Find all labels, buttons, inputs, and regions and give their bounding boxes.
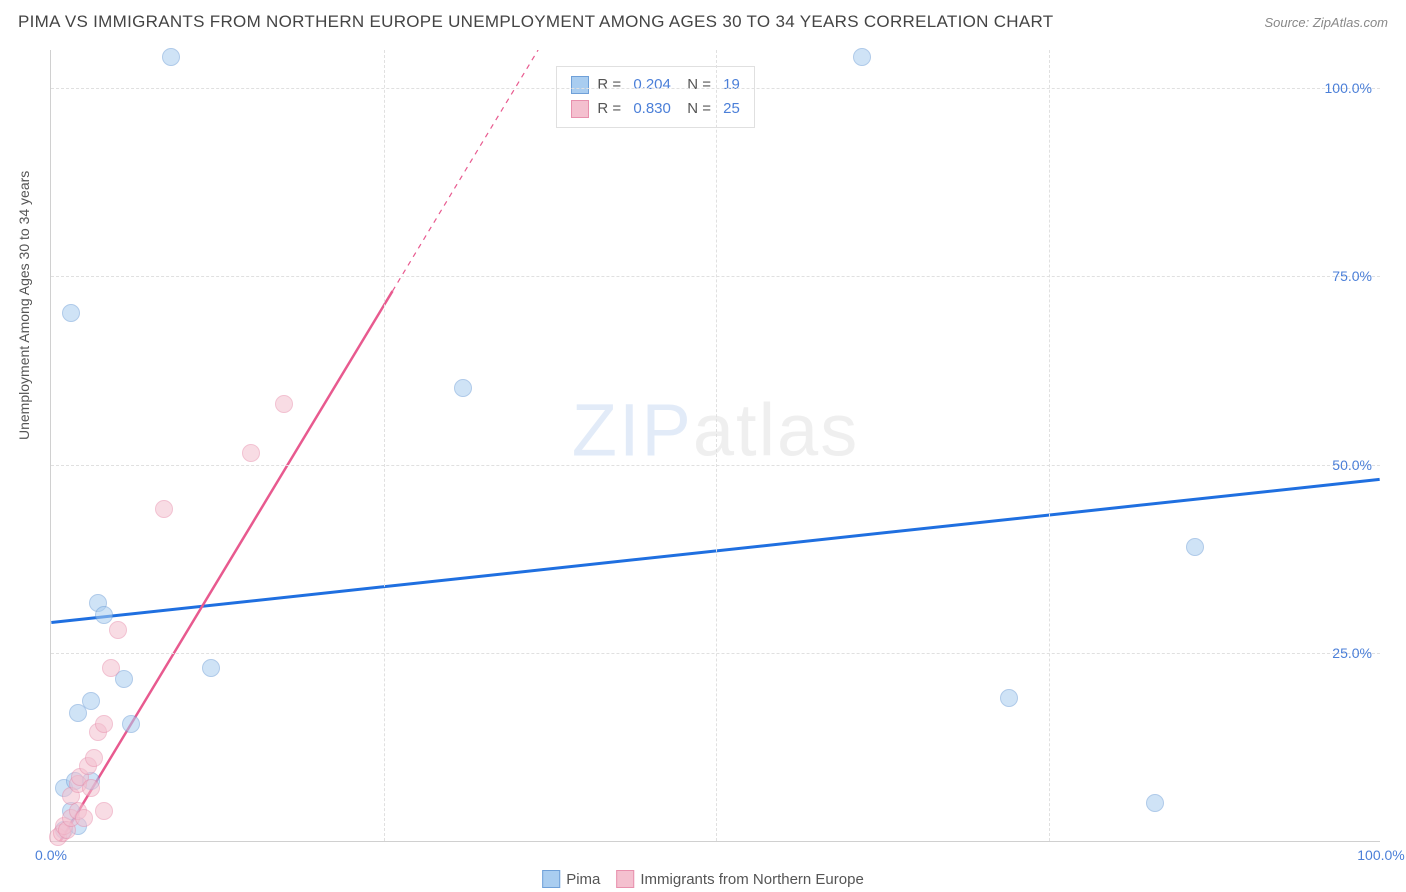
legend-series-label: Pima xyxy=(566,871,600,888)
y-tick-label: 50.0% xyxy=(1332,457,1372,473)
y-tick-label: 25.0% xyxy=(1332,645,1372,661)
legend-swatch xyxy=(571,100,589,118)
gridline-vertical xyxy=(384,50,385,841)
data-point xyxy=(853,48,871,66)
y-tick-label: 100.0% xyxy=(1325,80,1372,96)
legend-series-item: Pima xyxy=(542,870,600,888)
legend-n-label: N = xyxy=(679,73,715,97)
legend-r-value: 0.204 xyxy=(633,73,671,97)
data-point xyxy=(102,659,120,677)
legend-r-value: 0.830 xyxy=(633,97,671,121)
data-point xyxy=(122,715,140,733)
data-point xyxy=(85,749,103,767)
legend-n-value: 19 xyxy=(723,73,740,97)
data-point xyxy=(454,379,472,397)
legend-series-label: Immigrants from Northern Europe xyxy=(640,871,863,888)
legend-series: Pima Immigrants from Northern Europe xyxy=(542,870,864,888)
data-point xyxy=(95,802,113,820)
legend-correlation-box: R = 0.204 N = 19 R = 0.830 N = 25 xyxy=(556,66,754,128)
legend-r-label: R = xyxy=(597,73,625,97)
legend-correlation-row: R = 0.204 N = 19 xyxy=(571,73,739,97)
data-point xyxy=(155,500,173,518)
data-point xyxy=(162,48,180,66)
chart-source: Source: ZipAtlas.com xyxy=(1264,15,1388,30)
data-point xyxy=(1186,538,1204,556)
data-point xyxy=(275,395,293,413)
data-point xyxy=(1000,689,1018,707)
legend-series-item: Immigrants from Northern Europe xyxy=(616,870,863,888)
legend-swatch xyxy=(571,76,589,94)
chart-title: PIMA VS IMMIGRANTS FROM NORTHERN EUROPE … xyxy=(18,12,1053,32)
legend-n-value: 25 xyxy=(723,97,740,121)
gridline-vertical xyxy=(1049,50,1050,841)
gridline-vertical xyxy=(716,50,717,841)
y-tick-label: 75.0% xyxy=(1332,268,1372,284)
x-tick-label: 0.0% xyxy=(35,847,67,863)
plot-area: ZIPatlas R = 0.204 N = 19 R = 0.830 N = … xyxy=(50,50,1380,842)
data-point xyxy=(95,606,113,624)
y-axis-label: Unemployment Among Ages 30 to 34 years xyxy=(16,171,32,440)
data-point xyxy=(62,304,80,322)
data-point xyxy=(202,659,220,677)
watermark-prefix: ZIP xyxy=(572,388,693,471)
legend-swatch xyxy=(542,870,560,888)
legend-n-label: N = xyxy=(679,97,715,121)
data-point xyxy=(82,779,100,797)
data-point xyxy=(109,621,127,639)
legend-r-label: R = xyxy=(597,97,625,121)
data-point xyxy=(82,692,100,710)
watermark-suffix: atlas xyxy=(693,388,859,471)
x-tick-label: 100.0% xyxy=(1357,847,1404,863)
data-point xyxy=(242,444,260,462)
data-point xyxy=(75,809,93,827)
legend-correlation-row: R = 0.830 N = 25 xyxy=(571,97,739,121)
legend-swatch xyxy=(616,870,634,888)
chart-header: PIMA VS IMMIGRANTS FROM NORTHERN EUROPE … xyxy=(18,12,1388,32)
data-point xyxy=(95,715,113,733)
data-point xyxy=(1146,794,1164,812)
